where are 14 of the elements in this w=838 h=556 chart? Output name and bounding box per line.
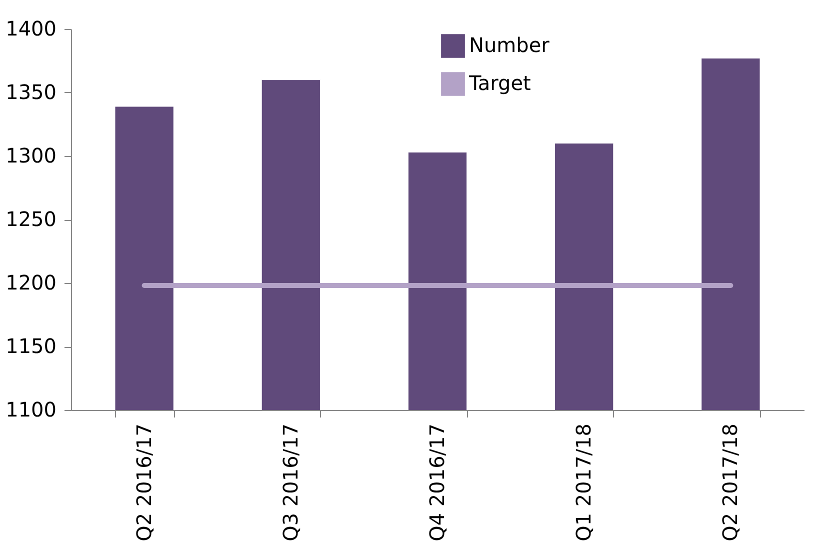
y-tick-label: 1100 — [6, 398, 56, 422]
y-tick-label: 1350 — [6, 80, 56, 104]
x-tick-label: Q4 2016/17 — [425, 424, 449, 542]
x-tick-label: Q2 2016/17 — [132, 424, 156, 542]
legend-label: Target — [468, 71, 532, 95]
y-tick-label: 1400 — [6, 16, 56, 40]
x-tick-label: Q1 2017/18 — [572, 424, 596, 542]
y-tick-label: 1200 — [6, 270, 56, 294]
y-tick-label: 1150 — [6, 334, 56, 358]
legend-label: Number — [469, 33, 550, 57]
y-tick-label: 1300 — [6, 144, 56, 168]
x-tick-label: Q3 2016/17 — [278, 424, 302, 542]
x-tick-label: Q2 2017/18 — [718, 424, 742, 542]
y-tick-label: 1250 — [6, 207, 56, 231]
